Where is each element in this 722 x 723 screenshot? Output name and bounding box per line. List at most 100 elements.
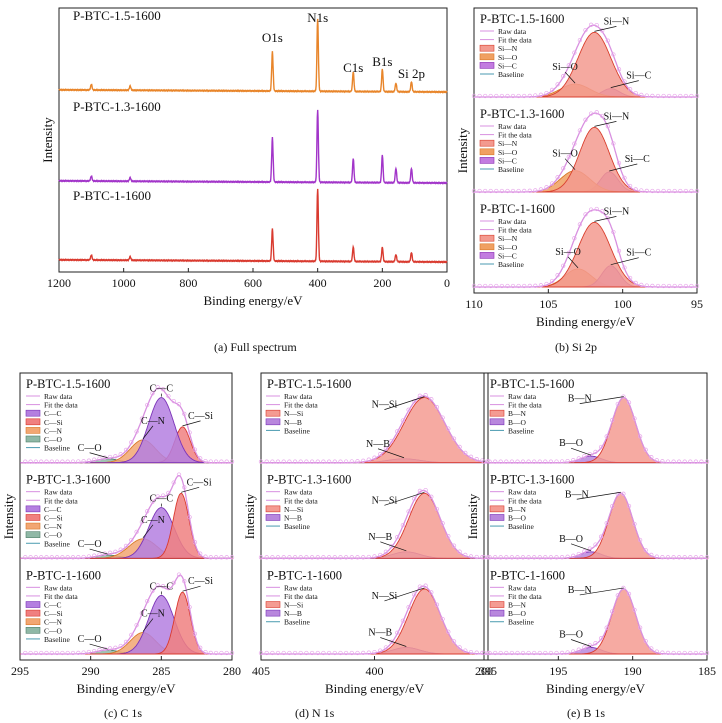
x-tick-label-d-0: 405 (252, 664, 270, 678)
raw-point-b-1-200 (583, 117, 588, 122)
raw-point-b-0-360 (494, 93, 499, 99)
raw-point-c-2-220 (113, 645, 118, 650)
raw-point-d-2-270 (332, 650, 337, 656)
raw-point-b-0-50 (666, 93, 672, 99)
raw-point-d-2-360 (281, 650, 286, 656)
caption-si2p: (b) Si 2p (555, 340, 597, 354)
legend-label-e-2-1: Fit the data (508, 592, 542, 601)
raw-point-e-1-290 (543, 555, 548, 560)
raw-point-b-2-60 (661, 283, 666, 289)
raw-point-b-2-110 (633, 280, 638, 286)
raw-point-b-2-220 (572, 236, 577, 241)
raw-point-e-2-120 (637, 625, 643, 630)
raw-point-d-0-360 (281, 459, 286, 464)
raw-point-c-2-250 (97, 647, 102, 653)
x-tick-label-a-3: 600 (244, 276, 262, 290)
raw-point-d-0-150 (400, 418, 406, 423)
raw-point-d-0-300 (315, 459, 320, 464)
raw-point-d-0-290 (321, 459, 326, 464)
raw-point-d-2-310 (309, 650, 315, 656)
raw-point-c-1-120 (166, 490, 171, 496)
annotation-b-0-2: Si—C (626, 71, 651, 82)
raw-point-c-1-350 (44, 555, 49, 560)
raw-point-d-1-270 (332, 555, 337, 560)
x-tick-label-a-5: 200 (373, 276, 391, 290)
raw-point-e-2-20 (693, 650, 699, 656)
raw-point-e-0-200 (593, 449, 598, 455)
legend-swatch-d-2-3 (265, 609, 281, 617)
legend-swatch-d-1-3 (265, 514, 281, 521)
raw-point-c-2-260 (92, 648, 97, 654)
raw-point-b-2-40 (672, 283, 677, 289)
annotation-b-0-0: Si—N (604, 16, 630, 27)
legend-label-e-1-4: Baseline (508, 522, 534, 531)
raw-point-b-2-240 (561, 263, 566, 268)
raw-point-b-0-130 (622, 79, 627, 84)
raw-point-c-2-130 (160, 584, 166, 589)
raw-point-e-1-250 (565, 554, 570, 559)
raw-point-e-0-90 (654, 458, 659, 463)
raw-point-d-0-320 (304, 459, 309, 464)
series-label-0: P-BTC-1.5-1600 (73, 8, 161, 23)
panel-title-d-2: P-BTC-1-1600 (267, 568, 342, 582)
plot-frame-a (58, 7, 448, 273)
raw-point-d-0-60 (451, 436, 457, 441)
raw-point-b-2-50 (666, 283, 672, 289)
raw-point-e-1-120 (637, 537, 643, 543)
raw-point-d-1-260 (338, 555, 343, 560)
raw-point-b-0-60 (661, 93, 666, 99)
annotation-d-1-0: N—Si (372, 495, 398, 506)
legend-label-d-1-1: Fit the data (284, 496, 318, 505)
raw-point-b-2-140 (616, 248, 622, 254)
annotation-arrow-c-1-1 (142, 524, 154, 539)
raw-point-c-0-360 (39, 459, 44, 464)
raw-point-c-2-60 (198, 645, 203, 650)
raw-point-e-1-50 (676, 555, 682, 560)
raw-point-e-0-370 (498, 459, 503, 464)
raw-point-d-1-290 (321, 555, 326, 560)
series-line-0 (58, 18, 448, 94)
annotation-arrow-d-0-0 (384, 396, 425, 410)
raw-point-b-1-300 (527, 188, 532, 193)
legend-label-e-0-4: Baseline (508, 426, 534, 435)
caption-n1s: (d) N 1s (295, 706, 335, 720)
raw-point-e-1-340 (515, 555, 520, 560)
raw-point-c-1-0 (229, 555, 235, 560)
legend-swatch-e-1-2 (489, 505, 505, 513)
raw-point-e-0-300 (537, 459, 542, 464)
annotation-c-0-0: C—C (150, 384, 174, 395)
x-axis-label-b: Binding energy/eV (536, 314, 636, 329)
legend-swatch-e-0-2 (489, 409, 505, 417)
raw-point-b-2-150 (611, 229, 616, 235)
raw-point-e-2-230 (576, 647, 581, 652)
legend-swatch-c-1-3 (25, 514, 41, 521)
raw-point-c-2-310 (65, 650, 70, 656)
legend-label-e-0-1: Fit the data (508, 401, 542, 410)
raw-point-e-0-250 (565, 458, 570, 464)
raw-point-d-2-160 (395, 630, 400, 635)
raw-point-d-1-340 (292, 555, 298, 560)
legend-label-d-0-0: Raw data (284, 392, 313, 401)
annotation-b-1-1: Si—O (552, 149, 578, 160)
legend-swatch-b-0-3 (479, 53, 495, 61)
raw-point-c-2-200 (123, 639, 129, 645)
raw-point-e-1-40 (682, 555, 687, 560)
raw-point-c-0-50 (203, 458, 208, 464)
raw-point-c-0-210 (118, 452, 123, 457)
raw-point-d-0-260 (338, 459, 343, 464)
raw-point-e-0-0 (704, 459, 710, 464)
raw-point-c-0-330 (54, 459, 60, 464)
raw-point-c-0-160 (145, 402, 150, 408)
legend-swatch-b-1-2 (479, 139, 495, 147)
raw-point-d-2-240 (349, 650, 354, 656)
raw-point-e-0-40 (682, 459, 687, 464)
legend-label-c-2-6: Baseline (44, 635, 70, 644)
raw-point-d-2-330 (298, 650, 303, 656)
raw-point-d-2-40 (463, 648, 468, 653)
annotation-b-1-2: Si—C (625, 154, 650, 165)
raw-point-d-2-230 (355, 650, 360, 656)
raw-point-c-2-40 (208, 650, 213, 656)
raw-point-c-2-20 (219, 650, 224, 656)
raw-point-b-0-100 (639, 92, 644, 98)
raw-point-d-2-30 (468, 649, 474, 655)
